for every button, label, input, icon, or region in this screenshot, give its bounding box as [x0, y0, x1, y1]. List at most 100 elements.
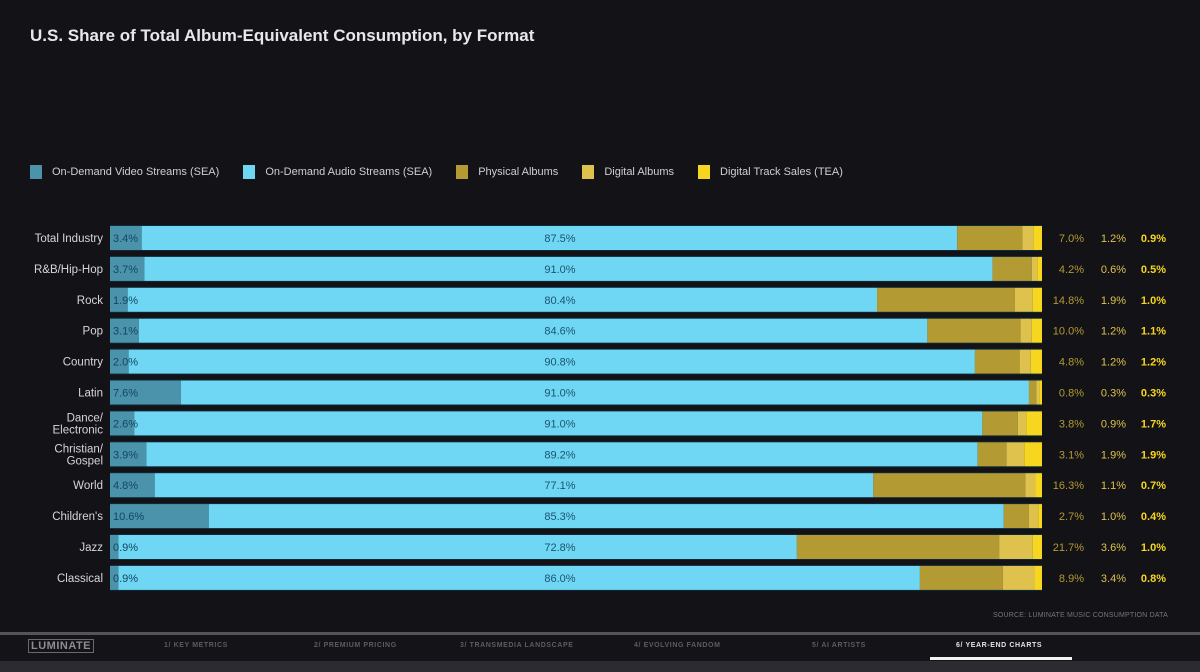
data-label: 0.9% [113, 573, 138, 585]
data-label: 87.5% [544, 233, 575, 245]
bar-segment [873, 473, 1026, 498]
data-label: 10.6% [113, 511, 144, 523]
data-label: 1.9% [1101, 449, 1126, 461]
bar-segment [974, 349, 1020, 374]
bar-segment [1025, 473, 1036, 498]
bar-segment [1035, 473, 1042, 498]
bar-segment [1002, 565, 1035, 590]
data-label: 1.0% [1141, 295, 1166, 307]
data-label: 2.7% [1059, 511, 1084, 523]
data-label: 1.1% [1141, 326, 1166, 338]
bar-segment [927, 318, 1021, 343]
nav-ai-artists[interactable]: 5/ AI ARTISTS [812, 642, 866, 649]
category-label: Country [63, 357, 104, 369]
data-label: 0.5% [1141, 264, 1166, 276]
bar-segment [977, 442, 1007, 467]
bar-segment [127, 287, 878, 312]
bar-segment [877, 287, 1015, 312]
bar-segment [118, 565, 920, 590]
data-label: 3.4% [1101, 573, 1126, 585]
data-label: 0.3% [1101, 388, 1126, 400]
bar-segment [1028, 380, 1037, 405]
data-label: 0.4% [1141, 511, 1166, 523]
data-label: 1.1% [1101, 480, 1126, 492]
category-label: Total Industry [35, 233, 104, 245]
data-label: 90.8% [544, 357, 575, 369]
category-label: Children's [52, 511, 103, 523]
nav-year-end-charts[interactable]: 6/ YEAR-END CHARTS [956, 642, 1043, 649]
data-label: 1.9% [1101, 295, 1126, 307]
legend-label: Digital Track Sales (TEA) [720, 166, 843, 178]
data-label: 1.9% [1141, 449, 1166, 461]
bar-segment [1006, 442, 1025, 467]
legend-label: On-Demand Video Streams (SEA) [52, 166, 220, 178]
nav-key-metrics[interactable]: 1/ KEY METRICS [164, 642, 228, 649]
bar-segment [1030, 349, 1042, 374]
bar-segment [796, 535, 1000, 559]
nav-transmedia-landscape[interactable]: 3/ TRANSMEDIA LANDSCAPE [460, 642, 574, 649]
bar-segment [1022, 226, 1034, 250]
bar-segment [110, 318, 139, 343]
legend-label: Physical Albums [478, 166, 559, 178]
nav-evolving-fandom[interactable]: 4/ EVOLVING FANDOM [634, 642, 721, 649]
data-label: 2.0% [113, 357, 138, 369]
bar-segment [154, 473, 874, 498]
bar-segment [1038, 504, 1042, 529]
data-label: 1.9% [113, 295, 138, 307]
data-label: 4.8% [113, 480, 138, 492]
legend-item-track-sales: Digital Track Sales (TEA) [698, 165, 843, 179]
data-label: 1.2% [1101, 326, 1126, 338]
footer-bar [0, 661, 1200, 672]
stacked-bar-chart: Total Industry 3.4% 87.5% 7.0% 1.2% 0.9% R&B/H… [34, 225, 1166, 591]
legend-swatch [698, 165, 711, 179]
data-label: 2.6% [113, 418, 138, 430]
active-tab-indicator [930, 657, 1072, 660]
data-label: 3.8% [1059, 418, 1084, 430]
data-label: 0.8% [1141, 573, 1166, 585]
data-label: 0.8% [1059, 388, 1084, 400]
legend-item-video: On-Demand Video Streams (SEA) [30, 165, 219, 179]
bar-segment [1019, 349, 1031, 374]
chart-title: U.S. Share of Total Album-Equivalent Con… [30, 26, 535, 45]
luminate-logo: LUMINATE [28, 639, 95, 653]
data-label: 1.2% [1101, 357, 1126, 369]
bar-segment [1034, 565, 1042, 590]
bar-segment [1020, 318, 1032, 343]
source-note: SOURCE: LUMINATE MUSIC CONSUMPTION DATA [992, 612, 1168, 619]
category-label: Jazz [79, 542, 103, 554]
bar-segment [138, 318, 928, 343]
bar-segment [1033, 226, 1042, 250]
bar-segment [1032, 535, 1042, 559]
data-label: 3.6% [1101, 542, 1126, 554]
legend-swatch [456, 165, 469, 179]
bar-segment [146, 442, 978, 467]
data-label: 8.9% [1059, 573, 1084, 585]
data-label: 4.8% [1059, 357, 1084, 369]
data-label: 3.1% [113, 326, 138, 338]
bar-segment [110, 226, 142, 250]
data-label: 89.2% [544, 449, 575, 461]
legend-item-digital-albums: Digital Albums [582, 165, 674, 179]
bar-segment [110, 287, 128, 312]
nav-premium-pricing[interactable]: 2/ PREMIUM PRICING [314, 642, 397, 649]
data-label: 91.0% [544, 264, 575, 276]
bar-segment [110, 380, 181, 405]
data-label: 1.2% [1141, 357, 1166, 369]
data-label: 3.1% [1059, 449, 1084, 461]
data-label: 0.9% [113, 542, 138, 554]
data-label: 1.0% [1141, 542, 1166, 554]
bar-segment [110, 411, 135, 436]
category-label: World [73, 480, 103, 492]
data-label: 0.9% [1101, 418, 1126, 430]
data-label: 0.6% [1101, 264, 1126, 276]
bar-segment [180, 380, 1029, 405]
legend-swatch [582, 165, 595, 179]
bar-segment [110, 565, 119, 590]
data-label: 72.8% [544, 542, 575, 554]
data-label: 85.3% [544, 511, 575, 523]
footer-nav: LUMINATE 1/ KEY METRICS 2/ PREMIUM PRICI… [0, 632, 1200, 664]
data-label: 7.0% [1059, 233, 1084, 245]
data-label: 0.3% [1141, 388, 1166, 400]
bar-segment [957, 226, 1023, 250]
data-label: 1.2% [1101, 233, 1126, 245]
